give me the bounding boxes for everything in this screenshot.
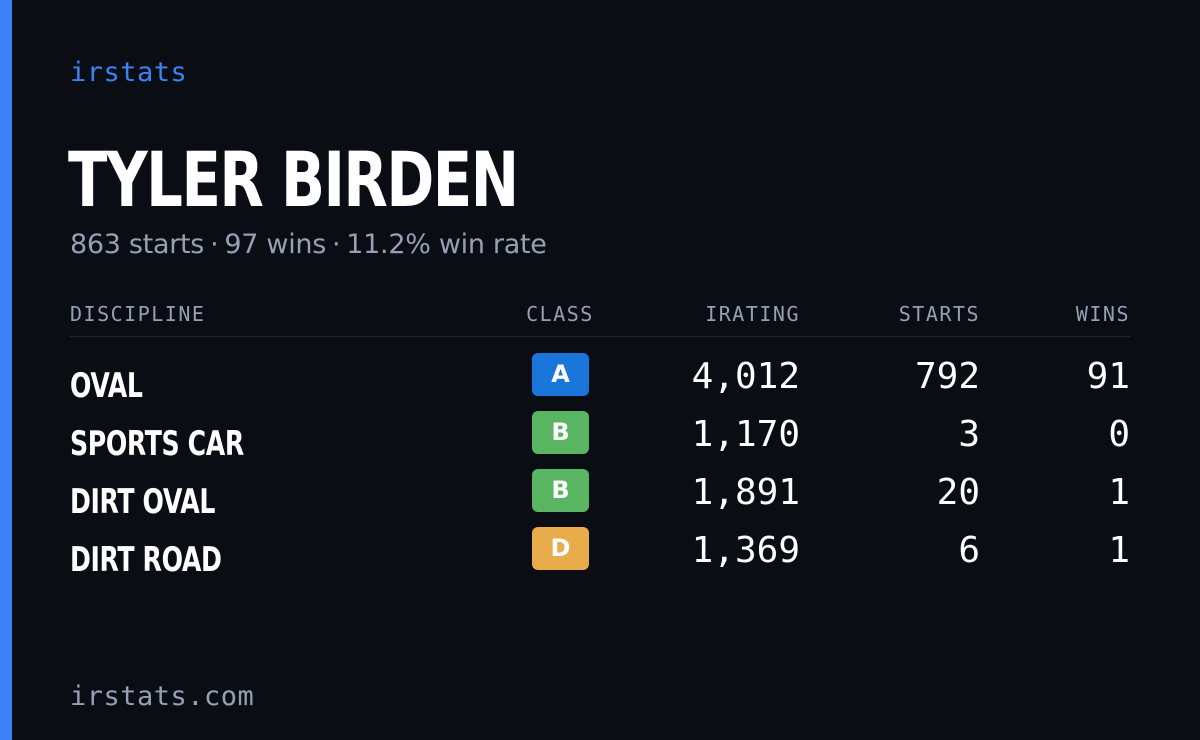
starts-value: 20 bbox=[936, 472, 980, 513]
wins-value: 1 bbox=[1108, 472, 1130, 513]
discipline-name: DIRT ROAD bbox=[70, 540, 222, 580]
win-rate: 11.2% win rate bbox=[346, 229, 547, 260]
header-wins: WINS bbox=[1075, 302, 1130, 326]
brand-logo: irstats bbox=[70, 57, 188, 88]
wins-value: 91 bbox=[1086, 356, 1130, 397]
driver-summary: 863 starts · 97 wins · 11.2% win rate bbox=[70, 228, 547, 262]
discipline-name: OVAL bbox=[70, 366, 143, 406]
irating-value: 1,369 bbox=[691, 530, 800, 571]
starts-value: 792 bbox=[914, 356, 980, 397]
irating-value: 1,170 bbox=[691, 414, 800, 455]
footer-url: irstats.com bbox=[70, 681, 255, 712]
separator: · bbox=[210, 229, 219, 260]
starts-value: 6 bbox=[958, 530, 980, 571]
wins-total: 97 wins bbox=[224, 229, 326, 260]
starts-total: 863 starts bbox=[70, 229, 205, 260]
table-row: DIRT ROAD D 1,369 6 1 bbox=[70, 527, 1130, 585]
table-row: DIRT OVAL B 1,891 20 1 bbox=[70, 469, 1130, 527]
header-discipline: DISCIPLINE bbox=[70, 302, 206, 326]
header-class: CLASS bbox=[526, 302, 594, 326]
accent-bar bbox=[0, 0, 12, 740]
table-row: OVAL A 4,012 792 91 bbox=[70, 353, 1130, 411]
irating-value: 1,891 bbox=[691, 472, 800, 513]
class-badge: B bbox=[532, 469, 589, 512]
wins-value: 0 bbox=[1108, 414, 1130, 455]
header-starts: STARTS bbox=[898, 302, 980, 326]
separator: · bbox=[331, 229, 341, 260]
wins-value: 1 bbox=[1108, 530, 1130, 571]
class-badge: B bbox=[532, 411, 589, 454]
discipline-name: SPORTS CAR bbox=[70, 424, 244, 464]
discipline-name: DIRT OVAL bbox=[70, 482, 216, 522]
header-irating: IRATING bbox=[705, 302, 800, 326]
table-header: DISCIPLINE CLASS IRATING STARTS WINS bbox=[70, 296, 1130, 337]
table-body: OVAL A 4,012 792 91 SPORTS CAR B 1,170 3… bbox=[70, 353, 1130, 585]
stats-table: DISCIPLINE CLASS IRATING STARTS WINS OVA… bbox=[70, 296, 1130, 580]
class-badge: D bbox=[532, 527, 589, 570]
driver-name: TYLER BIRDEN bbox=[68, 135, 519, 224]
starts-value: 3 bbox=[958, 414, 980, 455]
irating-value: 4,012 bbox=[691, 356, 800, 397]
class-badge: A bbox=[532, 353, 589, 396]
table-row: SPORTS CAR B 1,170 3 0 bbox=[70, 411, 1130, 469]
